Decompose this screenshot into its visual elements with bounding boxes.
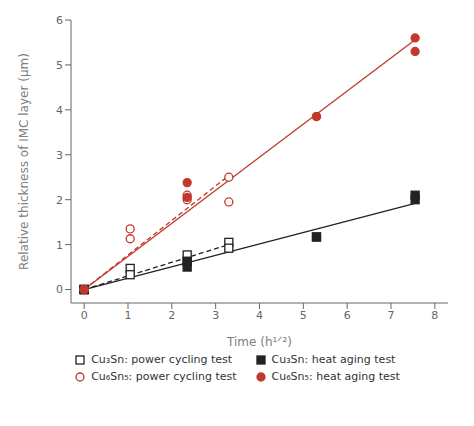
svg-text:4: 4 xyxy=(256,309,263,322)
svg-text:2: 2 xyxy=(56,194,63,207)
svg-text:4: 4 xyxy=(56,104,63,117)
svg-text:1: 1 xyxy=(124,309,131,322)
svg-text:Relative thickness of IMC laye: Relative thickness of IMC layer (μm) xyxy=(17,53,31,270)
svg-text:0: 0 xyxy=(81,309,88,322)
html-text:Cu₆Sn₅: power cycling test: Cu₆Sn₅: power cycling test xyxy=(91,370,237,383)
svg-text:3: 3 xyxy=(212,309,219,322)
svg-text:8: 8 xyxy=(431,309,438,322)
svg-text:2: 2 xyxy=(168,309,175,322)
svg-text:Time (h¹ᐟ²): Time (h¹ᐟ²) xyxy=(226,335,292,349)
svg-text:7: 7 xyxy=(388,309,395,322)
svg-text:6: 6 xyxy=(344,309,351,322)
svg-text:6: 6 xyxy=(56,14,63,27)
svg-text:5: 5 xyxy=(300,309,307,322)
svg-text:3: 3 xyxy=(56,149,63,162)
html-text:Cu₆Sn₅: heat aging test: Cu₆Sn₅: heat aging test xyxy=(271,370,400,383)
svg-text:0: 0 xyxy=(56,283,63,296)
svg-text:1: 1 xyxy=(56,239,63,252)
svg-text:5: 5 xyxy=(56,59,63,72)
html-text:Cu₃Sn: heat aging test: Cu₃Sn: heat aging test xyxy=(271,353,396,366)
html-text:Cu₃Sn: power cycling test: Cu₃Sn: power cycling test xyxy=(91,353,233,366)
